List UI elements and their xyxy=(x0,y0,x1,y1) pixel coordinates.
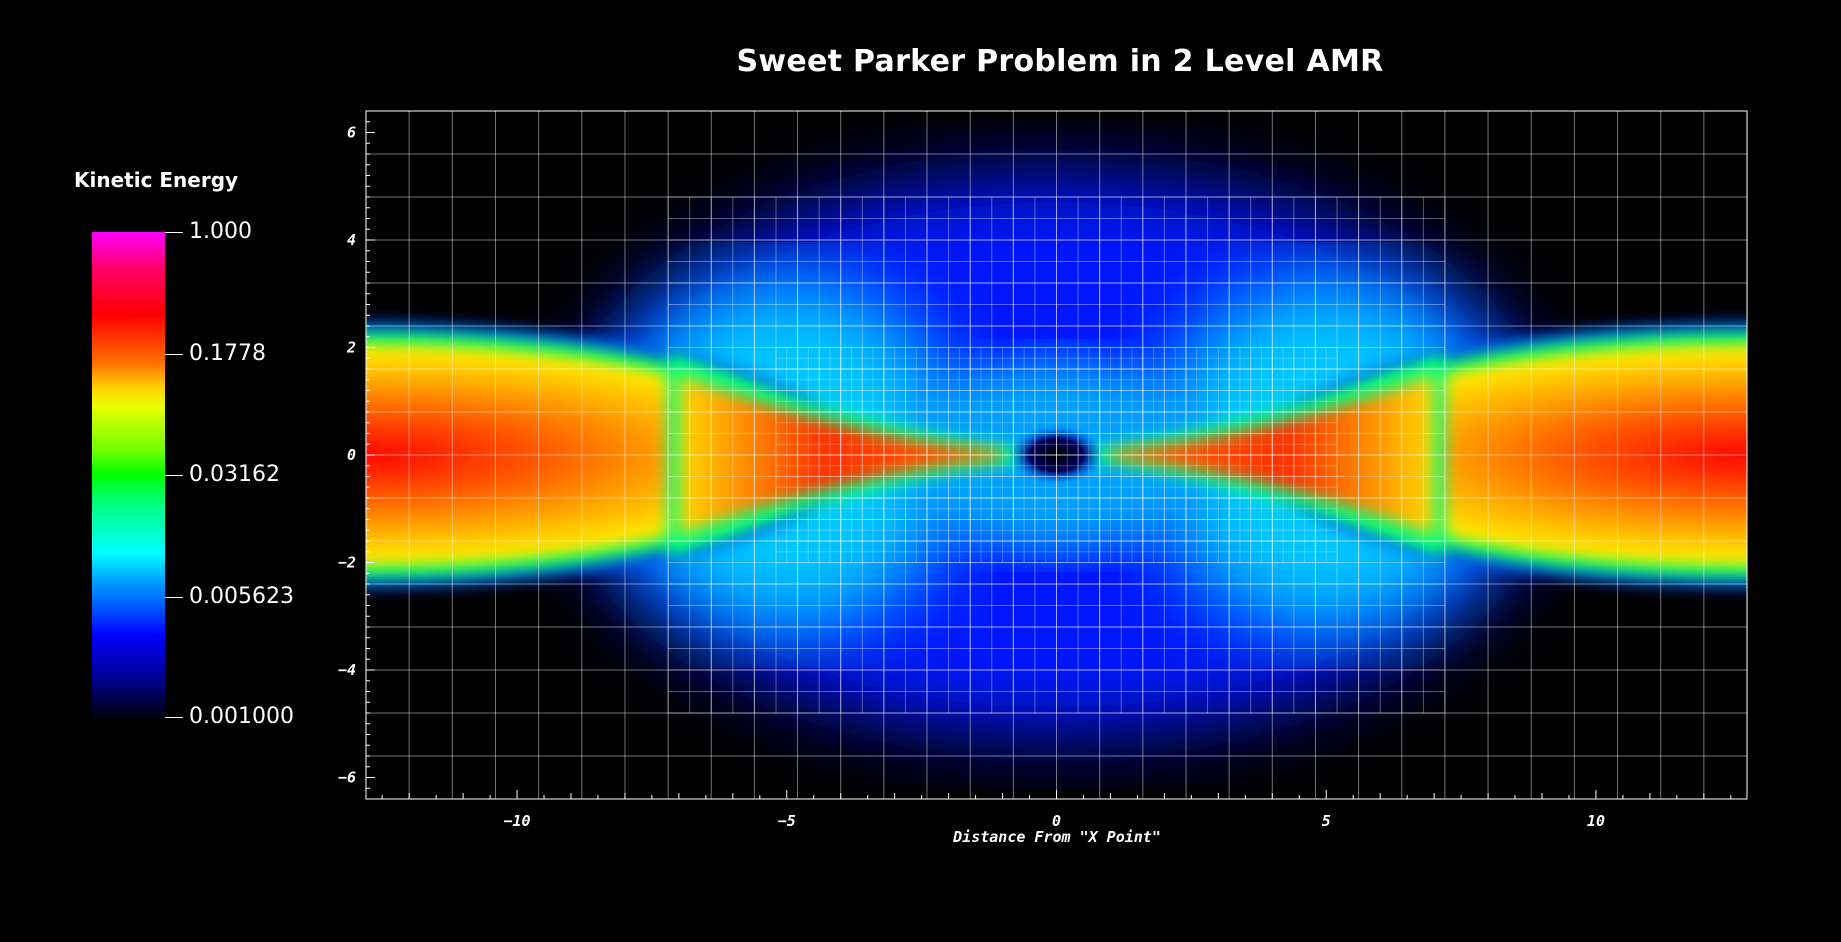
colorbar-tick-label: 0.005623 xyxy=(189,584,294,609)
colorbar xyxy=(92,232,165,717)
colorbar-tick-label: 0.001000 xyxy=(189,704,294,729)
sheet-core-right xyxy=(1110,374,1435,536)
y-tick-label: 2 xyxy=(346,339,356,357)
y-tick-label: −2 xyxy=(338,554,356,572)
colorbar-tick xyxy=(165,232,183,233)
x-axis-label: Distance From "X Point" xyxy=(953,828,1161,846)
x-point xyxy=(1007,425,1106,485)
colorbar-tick xyxy=(165,475,183,476)
x-tick-label: −5 xyxy=(778,812,796,830)
y-tick-label: 0 xyxy=(347,446,356,464)
x-tick-label: 5 xyxy=(1322,812,1331,830)
colorbar-tick xyxy=(165,597,183,598)
sheet-core-left xyxy=(678,374,1003,536)
colorbar-label: Kinetic Energy xyxy=(74,168,239,192)
x-tick-label: 10 xyxy=(1587,812,1605,830)
colorbar-tick xyxy=(165,717,183,718)
x-tick-label: −10 xyxy=(504,812,531,830)
y-tick-label: −6 xyxy=(338,769,356,787)
y-tick-label: 6 xyxy=(347,124,356,142)
colorbar-tick-label: 0.1778 xyxy=(189,341,266,366)
y-tick-label: −4 xyxy=(338,661,356,679)
colorbar-tick-label: 1.000 xyxy=(189,219,252,244)
chart-title: Sweet Parker Problem in 2 Level AMR xyxy=(736,44,1384,79)
x-tick-label: 0 xyxy=(1052,812,1061,830)
colorbar-tick-label: 0.03162 xyxy=(189,462,280,487)
colorbar-tick xyxy=(165,354,183,355)
y-tick-label: 4 xyxy=(347,231,356,249)
